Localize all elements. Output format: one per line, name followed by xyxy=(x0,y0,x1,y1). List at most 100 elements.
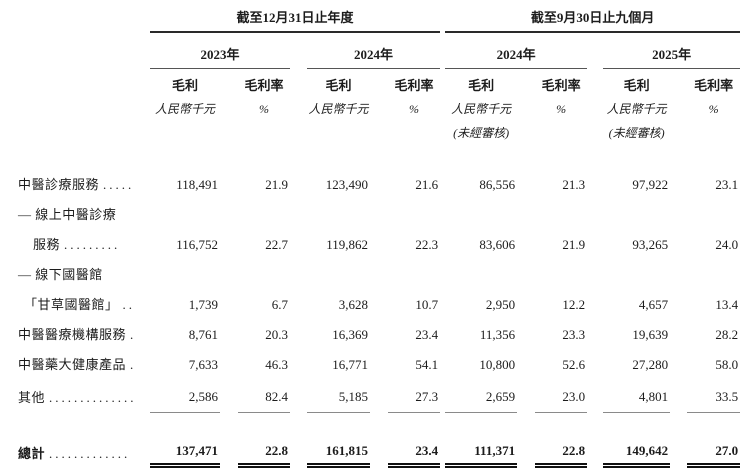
row-label: — 線上中醫診療 xyxy=(18,207,117,223)
value-cell: 33.5 xyxy=(687,378,741,413)
gap-cell xyxy=(238,117,290,141)
table-row: 中醫醫療機構服務. 8,761 20.3 16,369 23.4 11,356 … xyxy=(0,318,754,348)
gap-cell xyxy=(587,378,603,413)
row-label: 服務......... xyxy=(33,237,121,253)
gap-cell xyxy=(517,431,535,466)
gap-cell xyxy=(220,117,238,141)
value-cell: 22.7 xyxy=(265,237,288,253)
row-label: 其他.............. xyxy=(18,389,137,405)
value-cell: 23.0 xyxy=(535,378,588,413)
gap-cell xyxy=(220,378,238,413)
gap-cell xyxy=(517,378,535,413)
gap-cell xyxy=(517,168,535,198)
year-header-2023: 2023年 xyxy=(150,32,290,69)
gross-margin-header: 毛利率 xyxy=(394,78,434,94)
value-cell: 5,185 xyxy=(307,378,370,413)
gross-margin-header: 毛利率 xyxy=(244,78,284,94)
gap-cell xyxy=(370,168,388,198)
value-cell: 93,265 xyxy=(632,237,669,253)
value-cell: 2,586 xyxy=(150,378,220,413)
gap-cell xyxy=(220,94,238,117)
value-cell: 2,950 xyxy=(485,297,516,313)
total-value-cell: 22.8 xyxy=(238,431,290,468)
period-group-row: 截至12月31日止年度 截至9月30日止九個月 xyxy=(0,0,754,33)
gap-cell xyxy=(740,378,754,413)
gap-cell xyxy=(307,117,370,141)
value-cell: 6.7 xyxy=(271,297,288,313)
table-row: — 線上中醫診療 xyxy=(0,198,754,228)
value-cell: 20.3 xyxy=(265,327,288,343)
value-cell: 2,659 xyxy=(445,378,518,413)
gap-cell xyxy=(587,288,603,318)
gap-cell xyxy=(290,431,307,466)
row-label: 「甘草國醫館」.. xyxy=(24,297,136,313)
value-cell: 1,739 xyxy=(188,297,218,313)
total-value-cell: 23.4 xyxy=(388,431,441,468)
gap-cell xyxy=(587,94,603,117)
value-cell: 7,633 xyxy=(188,357,218,373)
total-label: 總計............. xyxy=(18,445,131,461)
spacer-cell xyxy=(150,198,754,228)
spacer-row xyxy=(0,413,754,432)
table-row: 「甘草國醫館」.. 1,739 6.7 3,628 10.7 2,950 12.… xyxy=(0,288,754,318)
year-header-2024-9m: 2024年 xyxy=(445,32,588,69)
percent-label: % xyxy=(409,102,420,117)
gap-cell xyxy=(517,117,535,141)
gap-cell xyxy=(740,117,754,141)
value-cell: 24.0 xyxy=(715,237,739,253)
value-cell: 54.1 xyxy=(415,357,439,373)
gap-cell xyxy=(740,94,754,117)
gap-cell xyxy=(220,431,238,466)
row-label: — 線下國醫館 xyxy=(18,267,103,283)
gap-cell xyxy=(670,378,687,413)
measure-header-row: 毛利 毛利率 毛利 毛利率 毛利 毛利率 毛利 毛利率 xyxy=(0,69,754,95)
value-cell: 119,862 xyxy=(326,237,368,253)
value-cell: 21.6 xyxy=(415,177,439,193)
spacer-cell xyxy=(0,32,150,69)
value-cell: 27.3 xyxy=(388,378,441,413)
value-cell: 19,639 xyxy=(632,327,669,343)
gap-cell xyxy=(517,228,535,258)
table-row: 中醫診療服務..... 118,491 21.9 123,490 21.6 86… xyxy=(0,168,754,198)
year-header-2024: 2024年 xyxy=(307,32,441,69)
gap-cell xyxy=(740,228,754,258)
gap-cell xyxy=(517,69,535,95)
gross-profit-header: 毛利 xyxy=(468,78,495,94)
gap-cell xyxy=(587,431,603,466)
unit-header-row: 人民幣千元 % 人民幣千元 % 人民幣千元 % 人民幣千元 % xyxy=(0,94,754,117)
gap-cell xyxy=(290,378,307,413)
gross-margin-header: 毛利率 xyxy=(694,78,734,94)
spacer-cell xyxy=(0,94,150,117)
table-row: 其他.............. 2,586 82.4 5,185 27.3 2… xyxy=(0,378,754,413)
value-cell: 21.9 xyxy=(562,237,586,253)
gap-cell xyxy=(220,318,238,348)
gap-cell xyxy=(587,168,603,198)
gap-cell xyxy=(370,288,388,318)
gross-profit-header: 毛利 xyxy=(623,78,650,94)
gap-cell xyxy=(290,318,307,348)
spacer-cell xyxy=(0,141,754,168)
value-cell: 123,490 xyxy=(325,177,368,193)
value-cell: 23.1 xyxy=(715,177,739,193)
unaudited-note: (未經審核) xyxy=(453,126,510,141)
table-row: 服務......... 116,752 22.7 119,862 22.3 83… xyxy=(0,228,754,258)
gap-cell xyxy=(370,318,388,348)
gap-cell xyxy=(670,318,687,348)
row-label: 中醫藥大健康產品. xyxy=(18,357,137,373)
currency-unit-label: 人民幣千元 xyxy=(451,102,512,117)
value-cell: 86,556 xyxy=(479,177,516,193)
gap-cell xyxy=(740,32,754,69)
value-cell: 82.4 xyxy=(238,378,290,413)
currency-unit-label: 人民幣千元 xyxy=(606,102,667,117)
gap-cell xyxy=(740,431,754,466)
value-cell: 16,771 xyxy=(332,357,368,373)
value-cell: 83,606 xyxy=(479,237,516,253)
gross-profit-header: 毛利 xyxy=(325,78,352,94)
gap-cell xyxy=(290,228,307,258)
gap-cell xyxy=(587,348,603,378)
gap-cell xyxy=(370,228,388,258)
unaudited-note: (未經審核) xyxy=(608,126,665,141)
gap-cell xyxy=(670,94,687,117)
gap-cell xyxy=(220,69,238,95)
